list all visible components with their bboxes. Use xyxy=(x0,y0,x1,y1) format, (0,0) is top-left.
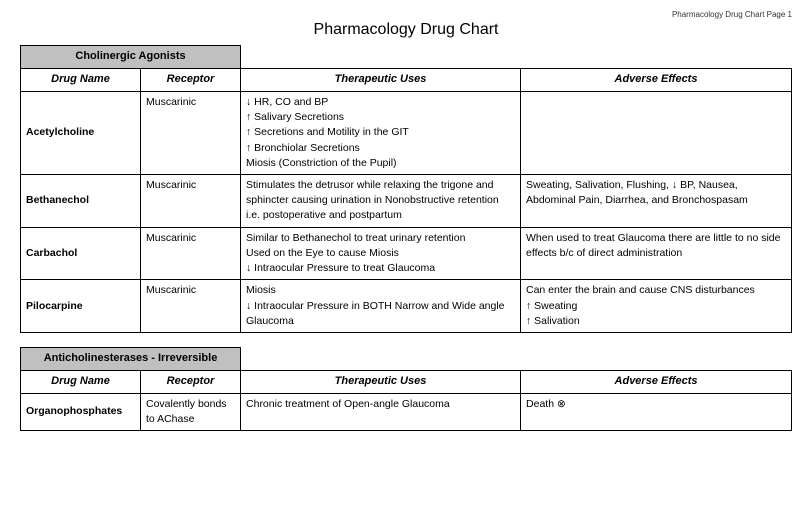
adverse-cell: When used to treat Glaucoma there are li… xyxy=(521,227,792,280)
receptor-cell: Covalently bonds to AChase xyxy=(141,393,241,430)
receptor-cell: Muscarinic xyxy=(141,91,241,174)
table-row: BethanecholMuscarinicStimulates the detr… xyxy=(21,174,792,227)
adverse-cell: Can enter the brain and cause CNS distur… xyxy=(521,280,792,333)
uses-cell: Miosis↓ Intraocular Pressure in BOTH Nar… xyxy=(241,280,521,333)
drug-name-cell: Bethanechol xyxy=(21,174,141,227)
table-row: OrganophosphatesCovalently bonds to ACha… xyxy=(21,393,792,430)
page-title: Pharmacology Drug Chart xyxy=(20,21,792,39)
receptor-cell: Muscarinic xyxy=(141,174,241,227)
column-header: Receptor xyxy=(141,68,241,91)
uses-cell: ↓ HR, CO and BP↑ Salivary Secretions↑ Se… xyxy=(241,91,521,174)
drug-name-cell: Carbachol xyxy=(21,227,141,280)
drug-table: Anticholinesterases - IrreversibleDrug N… xyxy=(20,347,792,431)
receptor-cell: Muscarinic xyxy=(141,227,241,280)
page-header: Pharmacology Drug Chart Page 1 xyxy=(20,10,792,19)
table-row: PilocarpineMuscarinicMiosis↓ Intraocular… xyxy=(21,280,792,333)
drug-name-cell: Pilocarpine xyxy=(21,280,141,333)
uses-cell: Chronic treatment of Open-angle Glaucoma xyxy=(241,393,521,430)
column-header: Receptor xyxy=(141,370,241,393)
column-header: Drug Name xyxy=(21,68,141,91)
uses-cell: Similar to Bethanechol to treat urinary … xyxy=(241,227,521,280)
drug-name-cell: Organophosphates xyxy=(21,393,141,430)
table-row: AcetylcholineMuscarinic↓ HR, CO and BP↑ … xyxy=(21,91,792,174)
uses-cell: Stimulates the detrusor while relaxing t… xyxy=(241,174,521,227)
section-title: Cholinergic Agonists xyxy=(21,46,241,69)
adverse-cell xyxy=(521,91,792,174)
receptor-cell: Muscarinic xyxy=(141,280,241,333)
tables-container: Cholinergic AgonistsDrug NameReceptorThe… xyxy=(20,45,792,431)
column-header: Adverse Effects xyxy=(521,370,792,393)
table-row: CarbacholMuscarinicSimilar to Bethanecho… xyxy=(21,227,792,280)
adverse-cell: Sweating, Salivation, Flushing, ↓ BP, Na… xyxy=(521,174,792,227)
section-title: Anticholinesterases - Irreversible xyxy=(21,347,241,370)
column-header: Drug Name xyxy=(21,370,141,393)
drug-name-cell: Acetylcholine xyxy=(21,91,141,174)
column-header: Adverse Effects xyxy=(521,68,792,91)
column-header: Therapeutic Uses xyxy=(241,68,521,91)
adverse-cell: Death ⊗ xyxy=(521,393,792,430)
column-header: Therapeutic Uses xyxy=(241,370,521,393)
drug-table: Cholinergic AgonistsDrug NameReceptorThe… xyxy=(20,45,792,333)
